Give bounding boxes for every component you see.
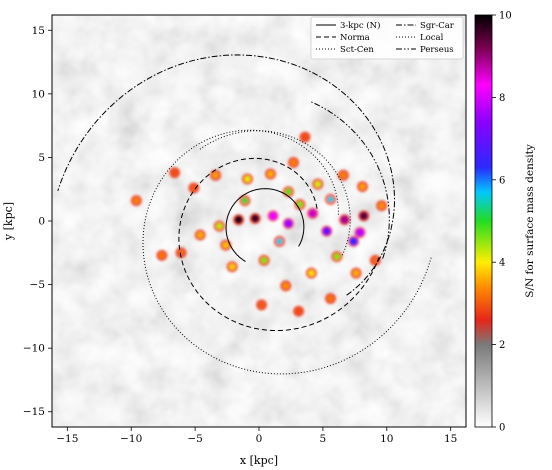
clump-core <box>355 228 364 237</box>
y-tick-label: −15 <box>23 406 45 418</box>
clump-core <box>322 227 331 236</box>
clump-core <box>276 238 283 245</box>
clump-core <box>285 188 292 195</box>
signal-clumps <box>130 131 388 317</box>
colorbar-tick-label: 2 <box>499 340 505 351</box>
clump-core <box>327 295 334 302</box>
clump-core <box>234 215 243 224</box>
clump-core <box>359 211 368 220</box>
colorbar-label: S/N for surface mass density <box>524 144 536 298</box>
clump-core <box>284 219 293 228</box>
colorbar-gradient <box>474 14 493 428</box>
clump-core <box>216 223 223 230</box>
clump-core <box>171 169 178 176</box>
clump-core <box>158 252 165 259</box>
legend-label: Sgr-Car <box>420 21 455 31</box>
clump-core <box>244 176 251 183</box>
x-tick-label: 5 <box>320 433 327 445</box>
y-tick-label: −5 <box>30 279 45 291</box>
clump-core <box>222 242 229 249</box>
colorbar-tick-label: 0 <box>499 423 505 434</box>
clump-core <box>261 257 268 264</box>
y-axis: −15 −10 −5 0 5 10 15 <box>23 25 52 418</box>
x-tick-label: −10 <box>120 433 142 445</box>
heatmap-plot-area <box>51 14 467 428</box>
y-tick-label: −10 <box>23 343 45 355</box>
y-axis-label: y [kpc] <box>2 202 15 241</box>
colorbar-tick-label: 10 <box>499 11 512 22</box>
arm-perseus <box>311 101 390 259</box>
clump-core <box>190 184 197 191</box>
clump-core <box>295 308 302 315</box>
clump-core <box>333 253 340 260</box>
legend-label: Norma <box>340 33 370 43</box>
y-tick-label: 0 <box>38 216 45 228</box>
colorbar-ticks: 0 2 4 6 8 10 <box>492 11 512 434</box>
legend-label: Sct-Cen <box>340 45 374 55</box>
colorbar: 0 2 4 6 8 10 S/N for surface mass density <box>474 11 536 434</box>
legend: 3-kpc (N) Sgr-Car Norma Local Sct-Cen Perseus <box>310 16 464 60</box>
legend-label: Perseus <box>420 45 454 55</box>
clump-core <box>340 215 349 224</box>
clump-core <box>290 159 297 166</box>
spiral-arms <box>57 54 432 375</box>
clump-core <box>197 231 204 238</box>
clump-core <box>308 270 315 277</box>
colorbar-tick-label: 4 <box>499 258 505 269</box>
colorbar-tick-label: 6 <box>499 175 505 186</box>
legend-label: 3-kpc (N) <box>340 20 380 31</box>
y-tick-label: 10 <box>32 88 45 100</box>
x-tick-label: 0 <box>256 433 263 445</box>
legend-label: Local <box>420 33 444 43</box>
clump-core <box>296 201 303 208</box>
arm-local <box>199 130 351 256</box>
clump-core <box>258 301 265 308</box>
x-axis: −15 −10 −5 0 5 10 15 <box>56 427 457 445</box>
clump-core <box>269 211 278 220</box>
x-axis-label: x [kpc] <box>240 454 278 467</box>
clump-core <box>353 270 360 277</box>
arm-3-kpc-n- <box>225 188 305 262</box>
clump-core <box>302 134 308 141</box>
colorbar-tick-label: 8 <box>499 93 505 104</box>
y-tick-label: 15 <box>32 25 45 37</box>
x-tick-label: 10 <box>380 433 393 445</box>
clump-core <box>229 263 236 270</box>
clump-core <box>314 181 321 188</box>
clump-core <box>267 170 274 177</box>
y-tick-label: 5 <box>38 152 45 164</box>
clump-core <box>378 202 385 209</box>
clump-core <box>340 172 347 179</box>
clump-core <box>327 196 334 203</box>
arm-norma <box>178 157 380 331</box>
clump-core <box>133 197 140 204</box>
clump-core <box>251 214 260 223</box>
clump-core <box>212 172 219 179</box>
clump-core <box>372 257 379 264</box>
x-tick-label: 15 <box>444 433 457 445</box>
legend-box <box>310 16 464 60</box>
clump-core <box>241 197 248 204</box>
clump-core <box>359 183 366 190</box>
clump-core <box>308 209 317 218</box>
x-tick-label: −15 <box>56 433 78 445</box>
x-tick-label: −5 <box>187 433 202 445</box>
clump-core <box>349 237 358 246</box>
clump-core <box>178 249 185 256</box>
clump-core <box>282 282 289 289</box>
arm-sgr-car <box>57 54 395 296</box>
